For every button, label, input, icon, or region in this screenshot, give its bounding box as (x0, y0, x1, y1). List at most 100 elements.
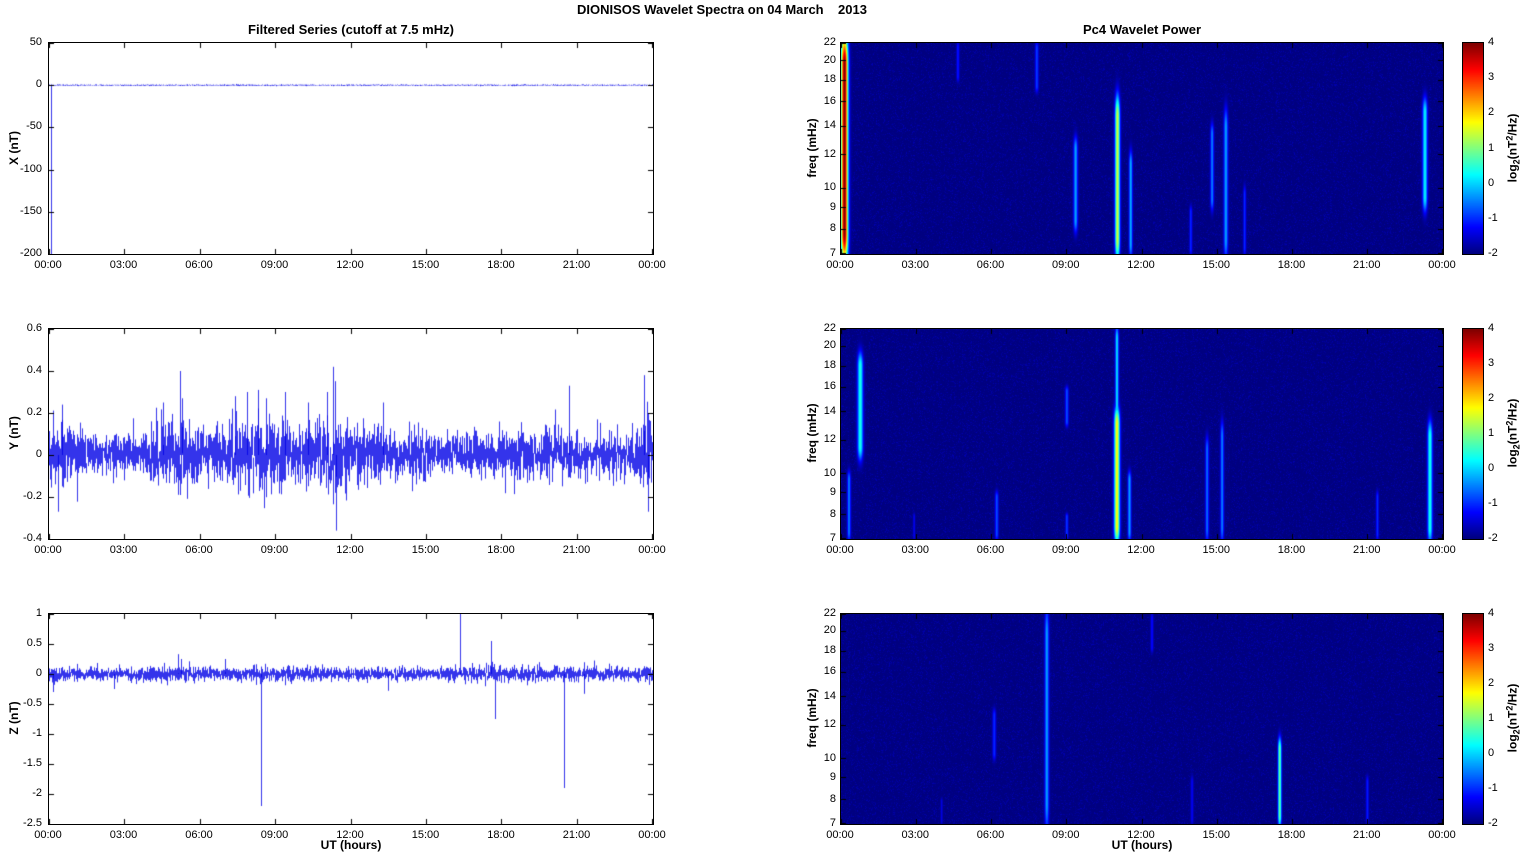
colorbar-tick-label: 4 (1488, 322, 1495, 334)
colorbar-tick-label: -2 (1488, 817, 1498, 829)
ytick-label: -0.5 (23, 697, 42, 709)
colorbar-tick-label: 0 (1488, 176, 1495, 189)
colorbar-tick-label: -1 (1488, 497, 1498, 509)
xtick-label: 03:00 (109, 259, 138, 271)
ytick-label: 0 (35, 448, 42, 460)
colorbar-label-part-pre: log (1505, 449, 1520, 468)
xtick-label: 00:00 (34, 544, 62, 556)
ytick-label: 20 (823, 53, 836, 66)
left-column-title: Filtered Series (cutoff at 7.5 mHz) (248, 22, 454, 37)
ytick-label: -50 (26, 120, 42, 133)
ytick-label: 16 (823, 94, 836, 107)
timeseries-ts-x-canvas (48, 42, 654, 255)
colorbar-tick-label: 4 (1488, 607, 1495, 619)
xtick-label: 12:00 (1127, 544, 1155, 556)
y-axis-label-ts-z: Z (nT) (7, 701, 21, 735)
xtick-label: 21:00 (562, 259, 591, 271)
ytick-label: 10 (823, 751, 836, 764)
xtick-label: 12:00 (1127, 259, 1155, 271)
ytick-label: -200 (19, 247, 42, 259)
ytick-label: 50 (29, 36, 42, 48)
xtick-label: 21:00 (562, 829, 591, 841)
xtick-label: 21:00 (562, 544, 591, 556)
colorbar-tick-label: 3 (1488, 357, 1495, 369)
x-axis-label-left: UT (hours) (320, 838, 382, 852)
ytick-label: -2 (32, 787, 42, 799)
colorbar-label-part-sup: 2 (1504, 135, 1515, 141)
xtick-label: 06:00 (976, 259, 1005, 271)
xtick-label: 09:00 (260, 829, 289, 841)
y-axis-label-ts-y: Y (nT) (7, 416, 21, 450)
ytick-label: 7 (829, 817, 836, 829)
colorbar-tick-label: 4 (1488, 36, 1495, 48)
colorbar-label: log2(nT2/Hz) (1505, 684, 1522, 753)
colorbar-tick-label: 1 (1488, 141, 1495, 154)
ytick-label: -0.2 (23, 490, 42, 502)
colorbar-tick-label: 3 (1488, 642, 1495, 654)
ytick-label: 12 (823, 147, 836, 160)
xtick-label: 06:00 (976, 544, 1005, 556)
ytick-label: 22 (823, 36, 836, 48)
colorbar-tick-label: 0 (1488, 747, 1495, 759)
xtick-label: 09:00 (1051, 259, 1080, 271)
y-axis-label-spec-z: freq (mHz) (805, 688, 819, 748)
xtick-label: 09:00 (1051, 544, 1080, 556)
colorbar-tick-label: 0 (1488, 462, 1495, 474)
colorbar-label-part-post: /Hz) (1505, 398, 1520, 421)
ytick-label: 14 (823, 689, 836, 702)
colorbar-label-part-pre: log (1505, 163, 1520, 182)
xtick-label: 00:00 (638, 829, 666, 841)
ytick-label: 20 (823, 624, 836, 637)
xtick-label: 21:00 (1352, 259, 1381, 271)
wavelet-power-spec-z-canvas (840, 613, 1444, 825)
xtick-label: 21:00 (1352, 829, 1381, 841)
colorbar-tick-label: -1 (1488, 211, 1498, 224)
xtick-label: 18:00 (1277, 259, 1306, 271)
xtick-label: 00:00 (1428, 829, 1456, 841)
ytick-label: 8 (829, 792, 836, 805)
xtick-label: 00:00 (1428, 544, 1456, 556)
colorbar-label-part-mid: (nT (1505, 140, 1520, 159)
xtick-label: 12:00 (336, 544, 364, 556)
colorbar-tick-label: 1 (1488, 712, 1495, 724)
xtick-label: 18:00 (1277, 829, 1306, 841)
figure-title: DIONISOS Wavelet Spectra on 04 March 201… (577, 2, 867, 17)
colorbar-tick-label: -2 (1488, 247, 1498, 259)
xtick-label: 18:00 (487, 259, 515, 271)
xtick-label: 00:00 (34, 829, 62, 841)
xtick-label: 09:00 (260, 259, 289, 271)
ytick-label: 22 (823, 607, 836, 619)
xtick-label: 15:00 (411, 829, 440, 841)
y-axis-label-spec-x: freq (mHz) (805, 117, 819, 178)
xtick-label: 09:00 (260, 544, 289, 556)
ytick-label: 10 (823, 181, 836, 194)
xtick-label: 00:00 (638, 259, 666, 271)
xtick-label: 15:00 (411, 259, 440, 271)
wavelet-power-spec-x-canvas (840, 42, 1444, 255)
xtick-label: 00:00 (826, 259, 854, 271)
ytick-label: -100 (19, 162, 42, 175)
xtick-label: 00:00 (1428, 259, 1456, 271)
colorbar-label: log2(nT2/Hz) (1505, 113, 1522, 182)
xtick-label: 12:00 (1127, 829, 1155, 841)
xtick-label: 06:00 (976, 829, 1005, 841)
xtick-label: 03:00 (901, 829, 930, 841)
ytick-label: -1 (32, 727, 42, 739)
colorbar-tick-label: 2 (1488, 106, 1495, 119)
ytick-label: 0 (35, 78, 42, 91)
ytick-label: 14 (823, 119, 836, 132)
xtick-label: 21:00 (1352, 544, 1381, 556)
x-axis-label-right: UT (hours) (1111, 838, 1173, 852)
ytick-label: 9 (829, 200, 836, 213)
ytick-label: 9 (829, 770, 836, 783)
ytick-label: 0 (35, 667, 42, 679)
colorbar-tick-label: 2 (1488, 677, 1495, 689)
ytick-label: 18 (823, 358, 836, 371)
xtick-label: 00:00 (826, 544, 854, 556)
ytick-label: 9 (829, 485, 836, 498)
ytick-label: -150 (19, 204, 42, 217)
xtick-label: 12:00 (336, 259, 364, 271)
timeseries-ts-y-canvas (48, 328, 654, 540)
colorbar-label-part-post: /Hz) (1505, 683, 1520, 706)
